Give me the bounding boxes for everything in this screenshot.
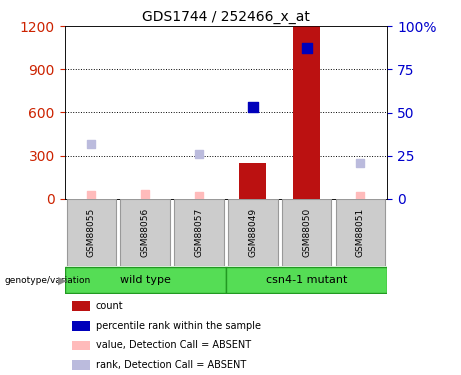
Text: csn4-1 mutant: csn4-1 mutant [266, 275, 347, 285]
Bar [72, 341, 90, 350]
Text: genotype/variation: genotype/variation [5, 276, 91, 285]
Point [88, 141, 95, 147]
FancyBboxPatch shape [336, 200, 385, 266]
Point [88, 192, 95, 198]
Text: rank, Detection Call = ABSENT: rank, Detection Call = ABSENT [96, 360, 246, 370]
Text: ▶: ▶ [58, 275, 66, 285]
Title: GDS1744 / 252466_x_at: GDS1744 / 252466_x_at [142, 10, 310, 24]
Point [357, 193, 364, 199]
Text: GSM88056: GSM88056 [141, 208, 150, 257]
FancyBboxPatch shape [120, 200, 170, 266]
Bar [72, 360, 90, 370]
Text: GSM88055: GSM88055 [87, 208, 96, 257]
Point [195, 193, 203, 199]
Text: count: count [96, 301, 124, 311]
Text: value, Detection Call = ABSENT: value, Detection Call = ABSENT [96, 340, 251, 351]
FancyBboxPatch shape [65, 267, 226, 293]
Point [303, 45, 310, 51]
Point [249, 104, 256, 110]
FancyBboxPatch shape [228, 200, 278, 266]
FancyBboxPatch shape [174, 200, 224, 266]
Point [195, 151, 203, 157]
FancyBboxPatch shape [67, 200, 116, 266]
Bar [72, 302, 90, 311]
Text: GSM88049: GSM88049 [248, 208, 257, 257]
Text: GSM88057: GSM88057 [195, 208, 203, 257]
FancyBboxPatch shape [282, 200, 331, 266]
FancyBboxPatch shape [226, 267, 387, 293]
Text: GSM88050: GSM88050 [302, 208, 311, 257]
Point [357, 160, 364, 166]
Bar [239, 163, 266, 199]
Text: wild type: wild type [120, 275, 171, 285]
Text: percentile rank within the sample: percentile rank within the sample [96, 321, 261, 331]
Bar [72, 321, 90, 330]
Bar [293, 26, 320, 199]
Point [142, 191, 149, 197]
Text: GSM88051: GSM88051 [356, 208, 365, 257]
